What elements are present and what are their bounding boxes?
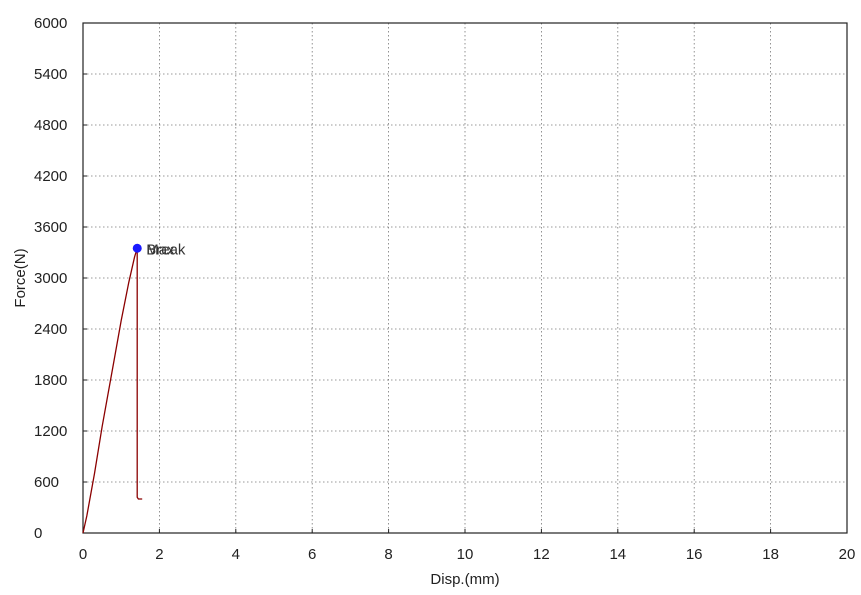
x-tick-label: 14 <box>609 546 626 563</box>
y-tick-label: 3000 <box>34 270 67 287</box>
y-tick-label: 4200 <box>34 168 67 185</box>
y-tick-label: 1200 <box>34 423 67 440</box>
x-tick-label: 20 <box>839 546 856 563</box>
x-tick-label: 4 <box>232 546 240 563</box>
x-axis-title: Disp.(mm) <box>430 571 499 588</box>
x-tick-label: 10 <box>457 546 474 563</box>
x-axis-ticks: 0 2 4 6 8 10 12 14 16 18 20 <box>79 529 856 563</box>
y-tick-label: 4800 <box>34 117 67 134</box>
y-tick-label: 0 <box>34 525 42 542</box>
annotation-label: Break <box>146 241 186 258</box>
y-tick-label: 600 <box>34 474 59 491</box>
x-tick-label: 12 <box>533 546 550 563</box>
y-tick-label: 1800 <box>34 372 67 389</box>
y-axis-ticks: 0 600 1200 1800 2400 3000 3600 4200 4800 5400 6000 <box>34 15 87 542</box>
annotation-marker <box>132 243 142 253</box>
y-axis-title: Force(N) <box>12 248 29 307</box>
y-tick-label: 3600 <box>34 219 67 236</box>
x-tick-label: 8 <box>384 546 392 563</box>
annotation-label: Max <box>146 241 175 258</box>
series-line <box>82 247 143 534</box>
y-tick-label: 5400 <box>34 66 67 83</box>
y-tick-label: 2400 <box>34 321 67 338</box>
x-tick-label: 2 <box>155 546 163 563</box>
x-tick-label: 18 <box>762 546 779 563</box>
y-tick-label: 6000 <box>34 15 67 32</box>
x-tick-label: 16 <box>686 546 703 563</box>
data-series <box>82 247 143 534</box>
x-tick-label: 6 <box>308 546 316 563</box>
x-tick-label: 0 <box>79 546 87 563</box>
grid-lines <box>83 23 847 533</box>
